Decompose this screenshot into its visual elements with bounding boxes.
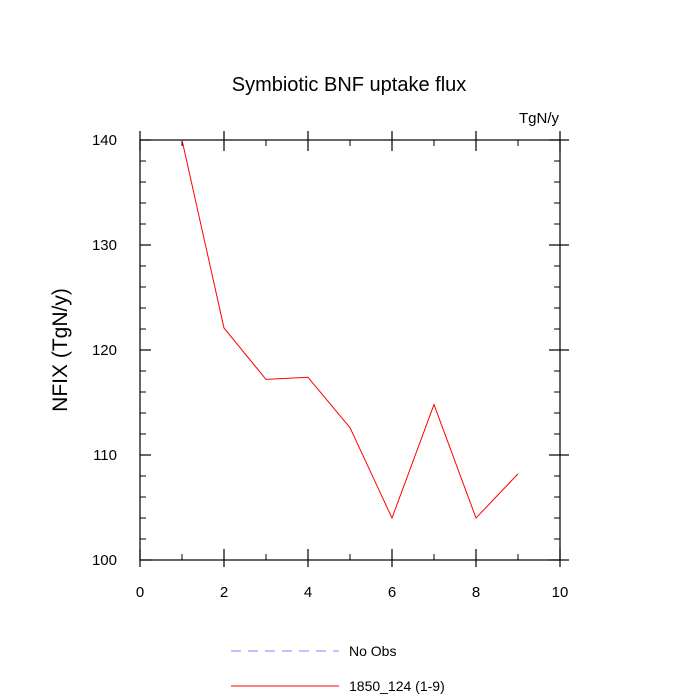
y-axis-label: NFIX (TgN/y) xyxy=(49,288,72,412)
plot-frame xyxy=(139,139,561,561)
legend: No Obs 1850_124 (1-9) xyxy=(231,643,445,694)
tick-labels: 0 2 4 6 8 10 100 110 120 130 140 xyxy=(92,132,568,601)
legend-label: 1850_124 (1-9) xyxy=(349,678,445,694)
x-tick-label: 10 xyxy=(552,584,569,601)
y-tick-label: 140 xyxy=(92,132,117,149)
y-tick-label: 130 xyxy=(92,237,117,254)
x-tick-label: 2 xyxy=(220,584,228,601)
series-line xyxy=(181,139,519,520)
x-tick-label: 8 xyxy=(472,584,480,601)
series-lines xyxy=(181,139,519,520)
x-tick-label: 0 xyxy=(136,584,144,601)
chart-title: Symbiotic BNF uptake flux xyxy=(232,74,467,96)
x-tick-label: 6 xyxy=(388,584,396,601)
units-label: TgN/y xyxy=(519,110,560,127)
y-tick-label: 100 xyxy=(92,552,117,569)
y-tick-label: 110 xyxy=(93,447,117,464)
legend-label: No Obs xyxy=(349,643,396,659)
axis-ticks xyxy=(139,131,569,567)
y-tick-label: 120 xyxy=(92,342,117,359)
x-tick-label: 4 xyxy=(304,584,312,601)
